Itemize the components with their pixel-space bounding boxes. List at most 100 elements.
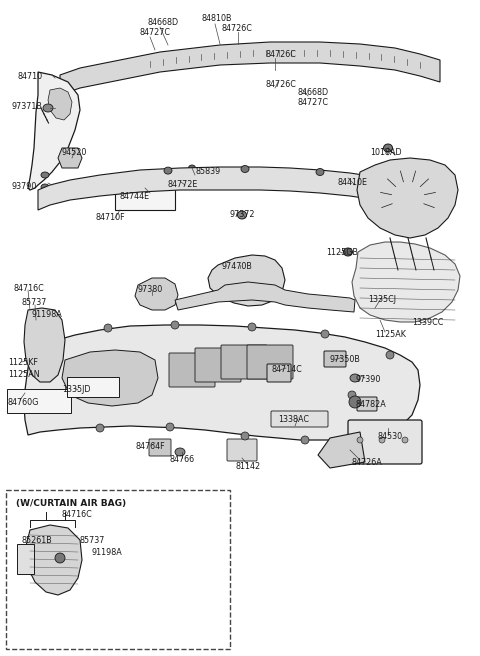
Polygon shape [25, 525, 82, 595]
Text: 97371B: 97371B [12, 102, 43, 111]
Text: 93790: 93790 [12, 182, 37, 191]
Circle shape [248, 323, 256, 331]
Text: 97390: 97390 [355, 375, 380, 384]
Text: 85839: 85839 [195, 167, 220, 176]
FancyBboxPatch shape [348, 420, 422, 464]
Text: 1125KF: 1125KF [8, 358, 38, 367]
Text: 84410E: 84410E [338, 178, 368, 187]
Circle shape [321, 330, 329, 338]
Text: 94520: 94520 [62, 148, 87, 157]
Polygon shape [28, 72, 80, 190]
Text: 1125AN: 1125AN [8, 370, 40, 379]
Text: 85737: 85737 [80, 536, 106, 545]
Text: 84716C: 84716C [14, 284, 45, 293]
Circle shape [379, 437, 385, 443]
FancyBboxPatch shape [227, 439, 257, 461]
Text: 84772E: 84772E [168, 180, 198, 189]
FancyBboxPatch shape [7, 389, 71, 413]
FancyBboxPatch shape [221, 345, 267, 379]
Ellipse shape [41, 172, 49, 178]
Text: 84744E: 84744E [120, 192, 150, 201]
Text: 85737: 85737 [22, 298, 48, 307]
Ellipse shape [316, 169, 324, 176]
Circle shape [301, 436, 309, 444]
Text: 84782A: 84782A [355, 400, 386, 409]
FancyBboxPatch shape [195, 348, 241, 382]
Circle shape [166, 423, 174, 431]
Ellipse shape [344, 248, 352, 256]
Polygon shape [58, 148, 82, 168]
Circle shape [349, 396, 361, 408]
Ellipse shape [41, 184, 49, 190]
Text: 84668D: 84668D [148, 18, 179, 27]
Text: 84530: 84530 [378, 432, 403, 441]
Text: 84716C: 84716C [62, 510, 93, 519]
Circle shape [402, 437, 408, 443]
Text: 97470B: 97470B [222, 262, 253, 271]
FancyBboxPatch shape [271, 411, 328, 427]
FancyBboxPatch shape [324, 351, 346, 367]
Ellipse shape [43, 104, 53, 112]
Ellipse shape [384, 144, 393, 152]
Ellipse shape [350, 374, 360, 382]
Text: 84668D: 84668D [297, 88, 328, 97]
Circle shape [171, 321, 179, 329]
Text: 84764F: 84764F [135, 442, 165, 451]
Text: 97350B: 97350B [330, 355, 361, 364]
Polygon shape [24, 325, 420, 440]
Text: 1125GB: 1125GB [326, 248, 358, 257]
Ellipse shape [175, 448, 185, 456]
Polygon shape [175, 282, 355, 312]
Text: 97372: 97372 [230, 210, 255, 219]
Text: 84726C: 84726C [265, 50, 296, 59]
Polygon shape [115, 178, 175, 210]
Circle shape [386, 351, 394, 359]
Ellipse shape [183, 178, 193, 186]
Text: 97380: 97380 [138, 285, 163, 294]
Circle shape [96, 424, 104, 432]
FancyBboxPatch shape [357, 397, 377, 411]
Text: 84766: 84766 [170, 455, 195, 464]
Text: 84760G: 84760G [8, 398, 39, 407]
Text: 91198A: 91198A [32, 310, 63, 319]
Text: (W/CURTAIN AIR BAG): (W/CURTAIN AIR BAG) [16, 499, 126, 508]
Text: 84726C: 84726C [265, 80, 296, 89]
Polygon shape [318, 432, 365, 468]
FancyBboxPatch shape [149, 439, 171, 456]
Circle shape [348, 391, 356, 399]
Ellipse shape [164, 167, 172, 174]
FancyBboxPatch shape [67, 377, 119, 397]
Text: 84727C: 84727C [297, 98, 328, 107]
FancyBboxPatch shape [6, 490, 230, 649]
Polygon shape [24, 308, 65, 382]
Ellipse shape [189, 165, 195, 171]
Polygon shape [48, 88, 72, 120]
Text: 85261B: 85261B [22, 536, 53, 545]
Text: 1335JD: 1335JD [62, 385, 91, 394]
Polygon shape [357, 158, 458, 238]
Text: 84726C: 84726C [222, 24, 253, 33]
Text: 84810B: 84810B [202, 14, 232, 23]
Polygon shape [352, 242, 460, 322]
Ellipse shape [241, 165, 249, 173]
Circle shape [357, 437, 363, 443]
Circle shape [241, 432, 249, 440]
FancyBboxPatch shape [247, 345, 293, 379]
Text: 91198A: 91198A [92, 548, 123, 557]
FancyBboxPatch shape [169, 353, 215, 387]
Text: 84710: 84710 [18, 72, 43, 81]
Ellipse shape [238, 211, 247, 219]
Text: 84727C: 84727C [140, 28, 171, 37]
Polygon shape [60, 42, 440, 95]
Polygon shape [38, 167, 418, 212]
Circle shape [55, 553, 65, 563]
Text: 84714C: 84714C [272, 365, 303, 374]
Text: 1338AC: 1338AC [278, 415, 309, 424]
Polygon shape [135, 278, 178, 310]
Text: 84726A: 84726A [352, 458, 383, 467]
FancyBboxPatch shape [267, 364, 291, 382]
Text: 1125AK: 1125AK [375, 330, 406, 339]
Polygon shape [208, 255, 285, 306]
Text: 1018AD: 1018AD [370, 148, 402, 157]
Ellipse shape [381, 178, 389, 184]
